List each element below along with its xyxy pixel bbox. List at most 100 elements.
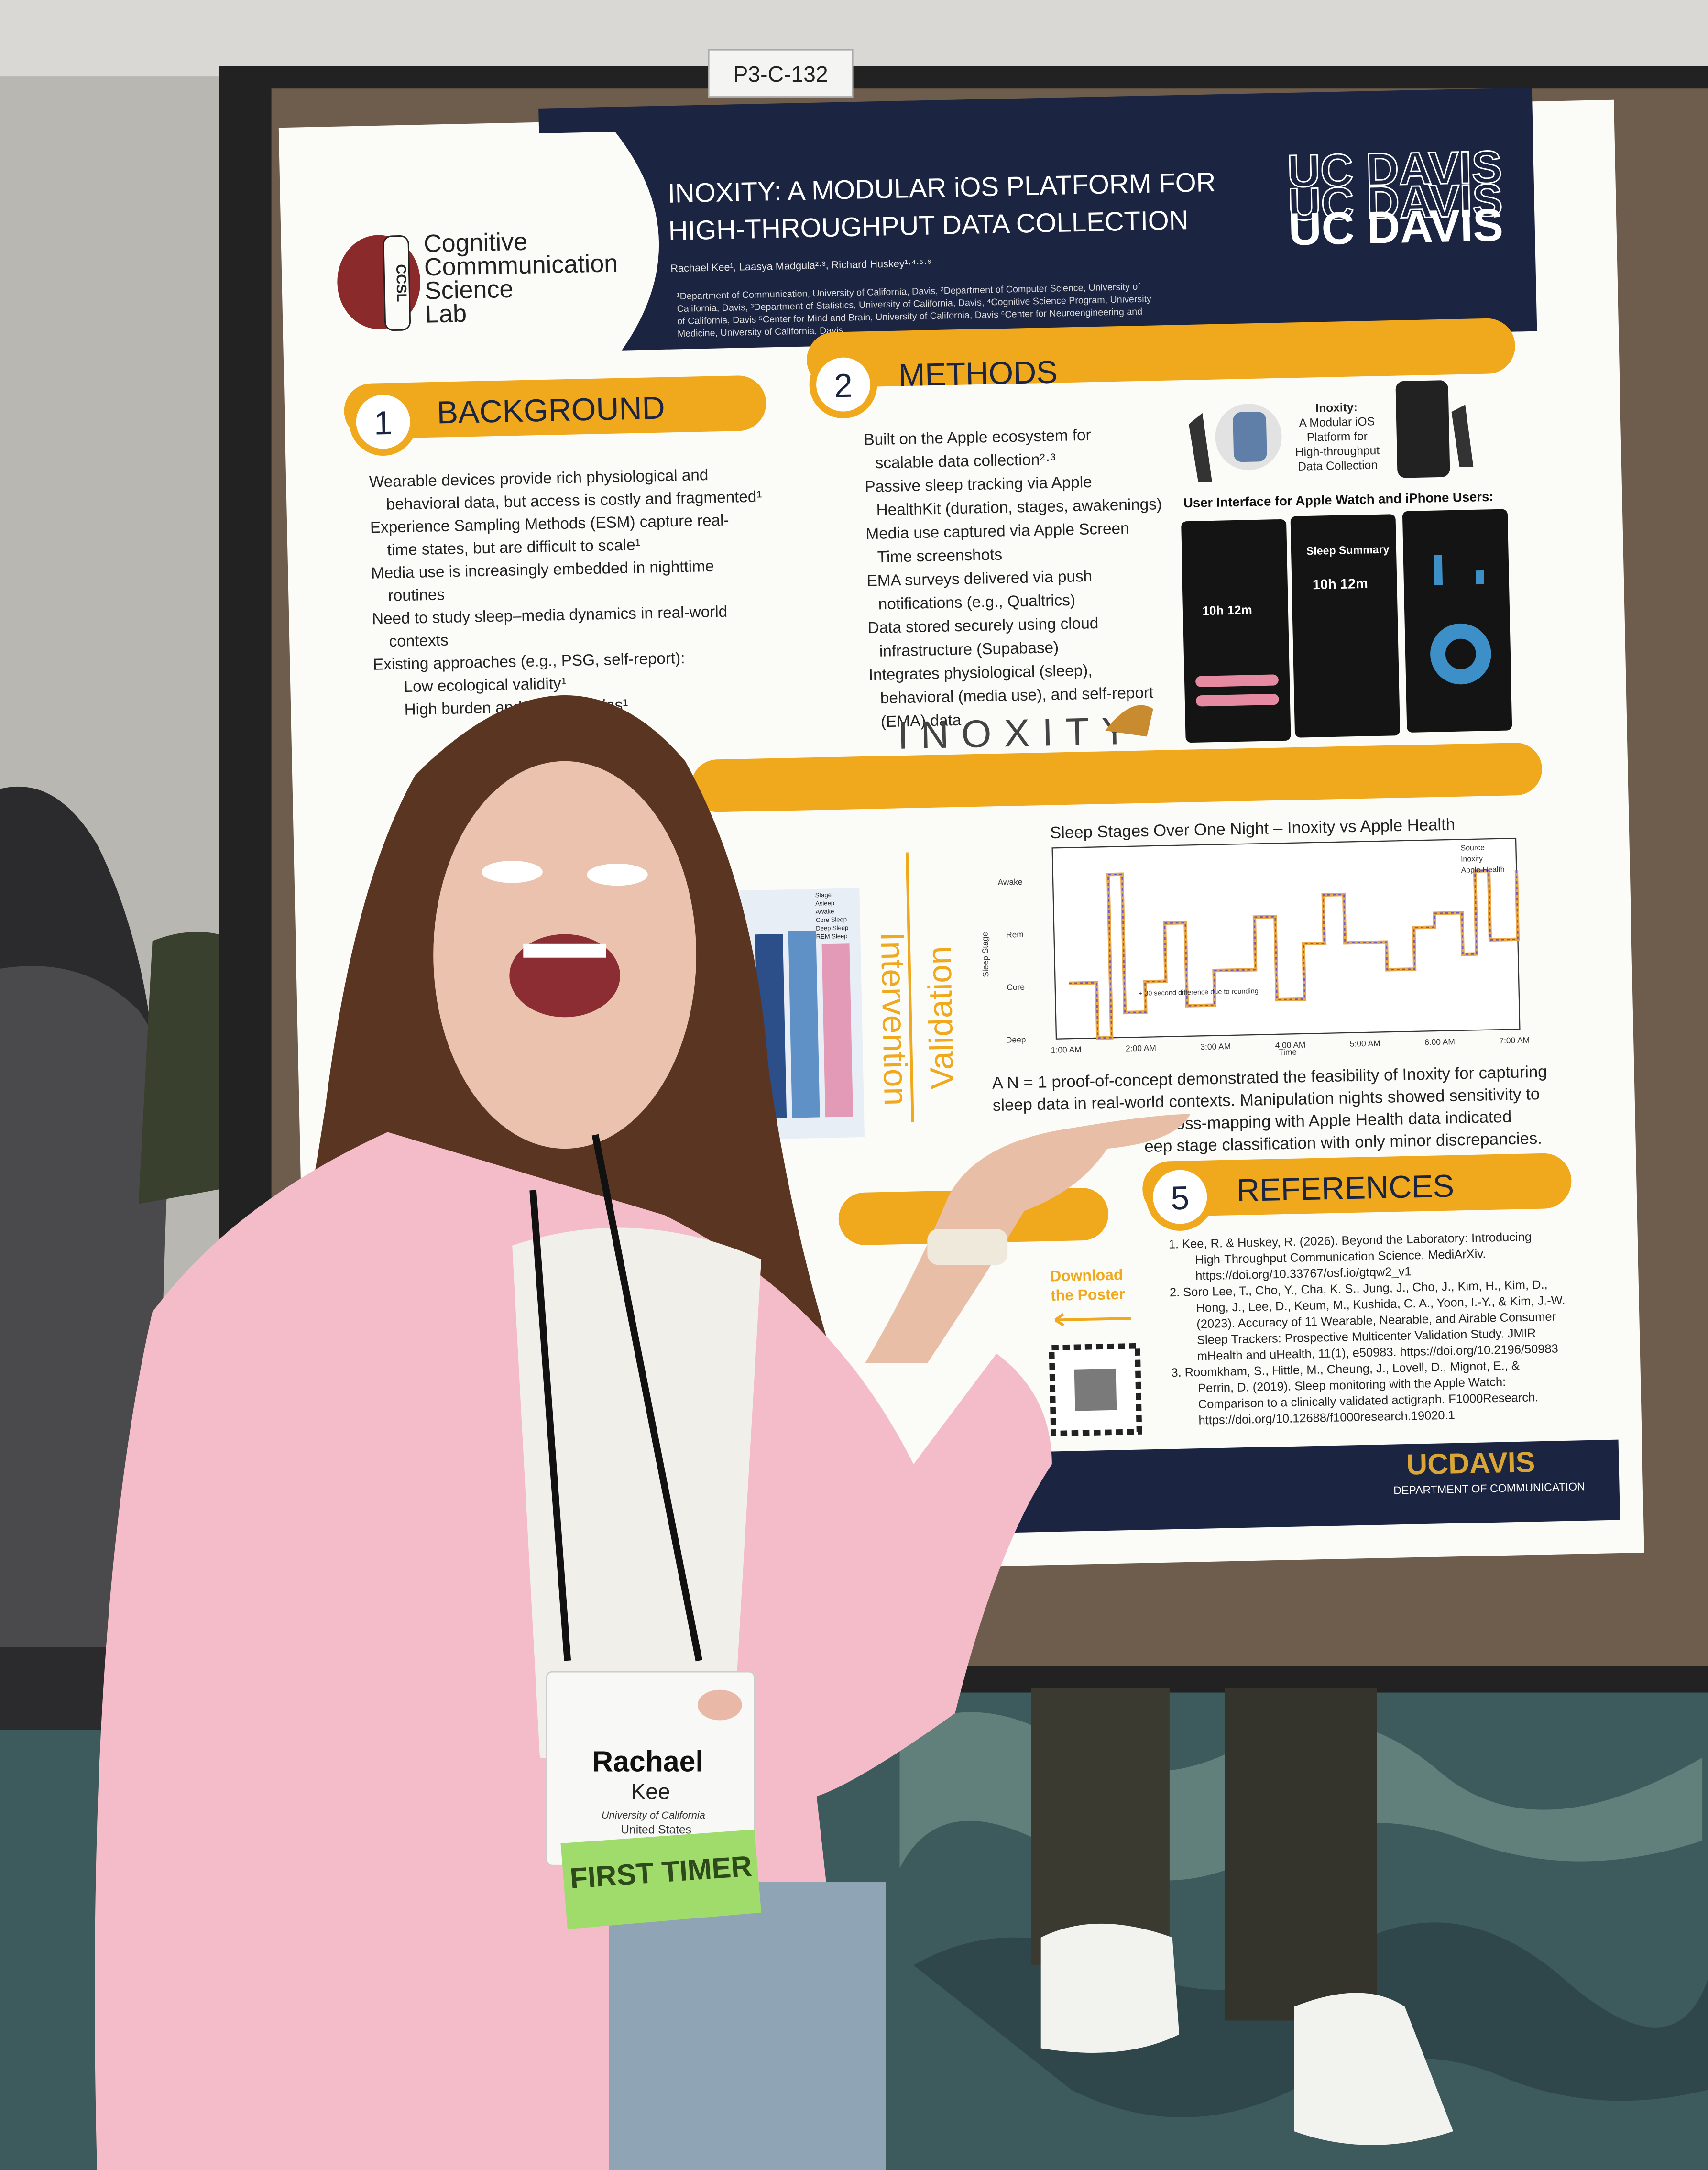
badge-country: United States — [621, 1824, 691, 1837]
app-donut-hole — [1445, 638, 1476, 669]
bullet-text: (EMA) data — [881, 712, 962, 731]
section-bar — [344, 375, 766, 439]
bullet-text: Low ecological validity¹ — [404, 675, 567, 696]
app-caption-line: A Modular iOS — [1299, 415, 1375, 429]
y-tick-label: Core — [1007, 982, 1025, 992]
lab-name-line: Lab — [425, 300, 467, 329]
x-tick-label: 2:00 AM — [1126, 1043, 1156, 1053]
sneaker — [1294, 1993, 1454, 2145]
section-badge — [1146, 1163, 1214, 1231]
results-label: Validation — [920, 946, 961, 1090]
legend-entry: Core Sleep — [816, 916, 847, 923]
section-badge — [809, 351, 877, 418]
booth-label: P3-C-132 — [734, 62, 828, 87]
section-heading: BACKGROUND — [437, 391, 665, 431]
results-label: Intervention — [874, 932, 915, 1106]
hypnogram-inoxity — [1069, 869, 1520, 1040]
eye — [587, 863, 648, 886]
badge-logo — [697, 1689, 742, 1721]
bullet-text: infrastructure (Supabase) — [879, 639, 1059, 660]
section-number: 5 — [1171, 1179, 1190, 1217]
chart-labels: Awake Rem Core Deep 1:00 AM 2:00 AM 3:00 AM 4:0… — [997, 844, 1530, 1055]
app-bar — [1434, 554, 1443, 585]
watch — [927, 1228, 1008, 1265]
badge-institution: University of California — [602, 1809, 705, 1821]
header-band — [538, 88, 1537, 352]
screen-text: Sleep Summary — [1306, 543, 1390, 557]
download-line: Download — [1050, 1266, 1123, 1284]
chart-legend-entry: Apple Health — [1461, 866, 1504, 875]
app-button — [1195, 674, 1279, 687]
arrow — [1054, 1313, 1132, 1326]
eye — [482, 861, 543, 883]
left-chart-bar — [821, 943, 854, 1118]
section-heading: METHODS — [898, 354, 1058, 393]
lab-name-line: Commmunication — [424, 250, 618, 281]
app-caption-line: Platform for — [1307, 430, 1368, 444]
bullet-text: notifications (e.g., Qualtrics) — [878, 592, 1075, 614]
sneaker — [1040, 1923, 1180, 2053]
section-bar — [1142, 1153, 1572, 1217]
ceiling — [0, 0, 1708, 77]
jeans — [609, 1882, 886, 2170]
university-logo-line: UC DAVIS — [1288, 200, 1504, 255]
booth-label-card — [708, 49, 854, 98]
y-tick-label: Awake — [997, 877, 1022, 887]
background-person-legs — [1225, 1688, 1377, 2021]
lab-logo-plate — [383, 235, 411, 331]
x-axis-title: Time — [1279, 1047, 1297, 1057]
app-screenshot — [1290, 514, 1400, 738]
x-tick-label: 7:00 AM — [1499, 1035, 1530, 1045]
ribbon — [560, 1830, 762, 1929]
lanyard — [529, 1190, 571, 1661]
badge-last-name: Kee — [631, 1779, 670, 1804]
bullet-text: scalable data collection²·³ — [875, 450, 1056, 472]
lab-name-line: Cognitive — [423, 228, 527, 258]
app-caption-line: Data Collection — [1298, 459, 1378, 473]
university-logo-line: UC DAVIS — [1287, 175, 1503, 230]
teeth — [523, 943, 606, 958]
chart-annotation: + 30 second difference due to rounding — [1139, 987, 1259, 997]
hair-top — [415, 740, 706, 858]
app-bar — [1475, 570, 1484, 585]
section-heading: REFERENCES — [1236, 1169, 1454, 1209]
lab-name-line: Science — [424, 275, 513, 305]
y-axis-title: Sleep Stage — [980, 932, 990, 977]
x-tick-label: 6:00 AM — [1424, 1037, 1455, 1047]
section-bar — [807, 318, 1515, 388]
white-top — [512, 1227, 762, 1761]
bullet-text: contexts — [389, 632, 449, 651]
legend-entry: Asleep — [815, 899, 834, 907]
section-number: 2 — [833, 367, 853, 405]
bullet-text: routines — [388, 586, 445, 604]
watch-face — [1233, 412, 1267, 462]
x-tick-label: 4:00 AM — [1275, 1040, 1305, 1050]
screen-text: 10h 12m — [1313, 576, 1368, 592]
bullet-text: Time screenshots — [877, 546, 1002, 566]
section-bar — [691, 743, 1542, 812]
x-tick-label: 5:00 AM — [1350, 1038, 1380, 1048]
legend-entry: Awake — [815, 908, 834, 915]
phone-illustration — [1395, 380, 1450, 478]
app-button — [1196, 694, 1279, 707]
legend-entry: Stage — [815, 891, 832, 899]
footer-logo: UCDAVIS — [1406, 1446, 1535, 1481]
lab-logo: CCSL — [393, 264, 409, 302]
divider — [906, 852, 914, 1122]
y-tick-label: Rem — [1006, 930, 1024, 940]
badge-first-name: Rachael — [592, 1745, 703, 1777]
download-line: the Poster — [1051, 1285, 1125, 1304]
legend-entry: REM Sleep — [816, 932, 847, 940]
screen-text: 10h 12m — [1202, 603, 1252, 618]
x-tick-label: 3:00 AM — [1200, 1041, 1231, 1052]
section-number: 1 — [373, 404, 393, 442]
legend-entry: Deep Sleep — [816, 924, 848, 932]
lanyard — [591, 1134, 702, 1662]
app-caption-line: High-throughput — [1295, 444, 1380, 459]
chart-legend-entry: Inoxity — [1461, 855, 1483, 864]
